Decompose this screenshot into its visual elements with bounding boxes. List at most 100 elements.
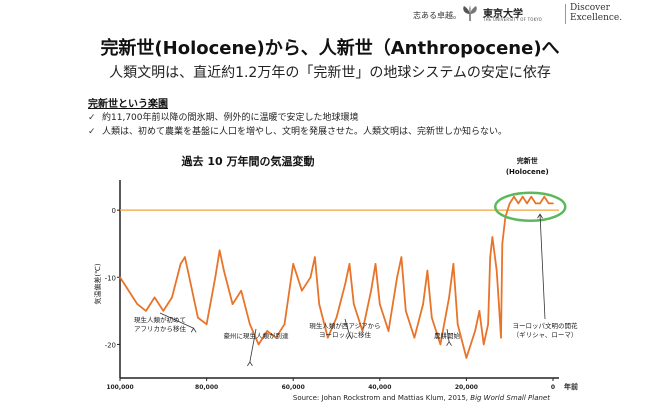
temperature-data-point [214, 276, 217, 279]
temperature-data-point [513, 195, 515, 198]
temperature-data-point [500, 336, 502, 339]
temperature-data-point [517, 202, 520, 205]
x-tick-label: 40,000 [368, 384, 391, 391]
annotation-label: 豪州に現生人類が到達 [224, 331, 290, 340]
annotation-label: 現生人類が西アジアからヨーロッパに移住 [309, 321, 380, 339]
temperature-data-point [179, 263, 182, 265]
holocene-highlight-ellipse [494, 191, 567, 223]
temperature-data-point [370, 289, 372, 292]
annotation-label-line: （ギリシャ、ローマ） [513, 331, 578, 339]
temperature-data-point [456, 323, 459, 326]
temperature-data-point [487, 323, 489, 326]
temperature-data-point [197, 316, 199, 319]
bullet-text: 人類は、初めて農業を基盤に人口を増やし、文明を発展させた。人類文明は、完新世しか… [102, 127, 508, 137]
ginkgo-logo-icon [463, 5, 477, 21]
temperature-data-point [482, 343, 485, 346]
temperature-data-point [491, 236, 494, 238]
temperature-data-point [353, 303, 355, 305]
temperature-data-point [314, 256, 316, 258]
temperature-data-point [188, 276, 191, 279]
temperature-data-point [465, 357, 468, 359]
temperature-data-point [223, 269, 225, 272]
temperature-data-point [205, 323, 208, 326]
annotation-arrow-line [159, 312, 194, 329]
annotation-arrow-line [344, 318, 350, 336]
logo-divider [565, 4, 566, 24]
x-axis-label: 年前 [564, 382, 578, 391]
annotation-arrow-line [249, 328, 257, 362]
temperature-data-point [474, 330, 476, 332]
check-icon: ✓ [88, 127, 96, 137]
temperature-data-point [426, 269, 429, 272]
temperature-data-point [448, 296, 450, 299]
source-citation: Source: Johan Rockstrom and Mattias Klum… [293, 394, 550, 402]
y-axis-label: 気温偏差(℃) [93, 263, 102, 305]
temperature-data-point [309, 276, 312, 279]
tagline-line1: Discover [570, 3, 610, 13]
x-tick-label: 0 [551, 384, 555, 391]
y-tick-label: 0 [112, 207, 116, 215]
slogan-text: 志ある卓越。 [413, 11, 461, 20]
annotation-label: 現生人類が初めてアフリカから移住 [134, 315, 187, 333]
temperature-data-point [534, 202, 537, 205]
temperature-data-point [543, 195, 546, 198]
chart-title: 過去 10 万年間の気温変動 [181, 154, 315, 168]
slide-subtitle: 人類文明は、直近約1.2万年の「完新世」の地球システムの安定に依存 [109, 65, 551, 81]
temperature-chart: 過去 10 万年間の気温変動 0 -10 -20 気温偏差(℃) 100,000 80,00… [93, 154, 579, 391]
annotation-label-line: ヨーロッパ文明の開花 [513, 321, 579, 330]
bullet-item: ✓ 人類は、初めて農業を基盤に人口を増やし、文明を発展させた。人類文明は、完新世し… [88, 124, 507, 137]
temperature-data-point [231, 303, 234, 305]
annotation-arrowhead [247, 361, 253, 367]
temperature-data-point [361, 330, 364, 332]
temperature-data-point [153, 296, 156, 299]
temperature-data-point [404, 310, 407, 312]
temperature-data-point [521, 195, 524, 198]
annotation-arrowhead [537, 213, 543, 219]
temperature-data-point [452, 263, 455, 265]
university-sub: THE UNIVERSITY OF TOKYO [483, 17, 543, 22]
annotation-label-line: 現生人類が初めて [134, 315, 186, 324]
temperature-data-point [344, 283, 346, 285]
temperature-data-point [136, 303, 139, 305]
temperature-data-point [318, 303, 320, 305]
x-tick-label: 80,000 [195, 384, 218, 391]
temperature-data-point [430, 316, 433, 319]
x-tick-label: 60,000 [282, 384, 305, 391]
source-book: Big World Small Planet [470, 394, 550, 402]
holocene-label: 完新世 [517, 156, 538, 165]
annotation-arrowhead [346, 334, 353, 340]
temperature-data-point [501, 242, 504, 245]
temperature-data-point [145, 310, 147, 312]
annotation-arrowhead [190, 327, 197, 333]
temperature-data-point [413, 336, 416, 339]
tagline: Discover Excellence. [570, 3, 622, 23]
temperature-data-point [327, 336, 329, 339]
temperature-data-point [552, 202, 554, 205]
temperature-data-point [218, 249, 221, 252]
temperature-data-point [530, 195, 533, 198]
y-tick-label: -20 [105, 341, 116, 349]
temperature-data-point [184, 256, 186, 258]
temperature-data-point [387, 330, 390, 332]
temperature-data-point [379, 303, 381, 305]
x-tick-label: 100,000 [106, 384, 133, 391]
temperature-data-point [171, 296, 173, 299]
temperature-data-point [257, 343, 260, 346]
temperature-data-point [374, 263, 377, 265]
temperature-data-point [127, 289, 130, 292]
temperature-data-point [422, 303, 424, 305]
annotation-arrow-line [446, 328, 450, 342]
source-prefix: Source: Johan Rockstrom and Mattias Klum… [292, 394, 471, 402]
temperature-data-point [526, 202, 528, 205]
temperature-data-point [266, 330, 269, 332]
annotation-label-line: 豪州に現生人類が到達 [224, 331, 290, 340]
x-tick-label: 20,000 [455, 384, 478, 391]
holocene-label-en: (Holocene) [506, 168, 549, 176]
temperature-data-point [539, 202, 541, 205]
temperature-data-point [162, 310, 165, 312]
temperature-data-point [301, 289, 303, 292]
annotation-label-line: 農耕開始 [434, 331, 461, 340]
annotation-label: 農耕開始 [434, 331, 461, 340]
temperature-data-point [439, 343, 442, 346]
check-icon: ✓ [88, 113, 96, 123]
